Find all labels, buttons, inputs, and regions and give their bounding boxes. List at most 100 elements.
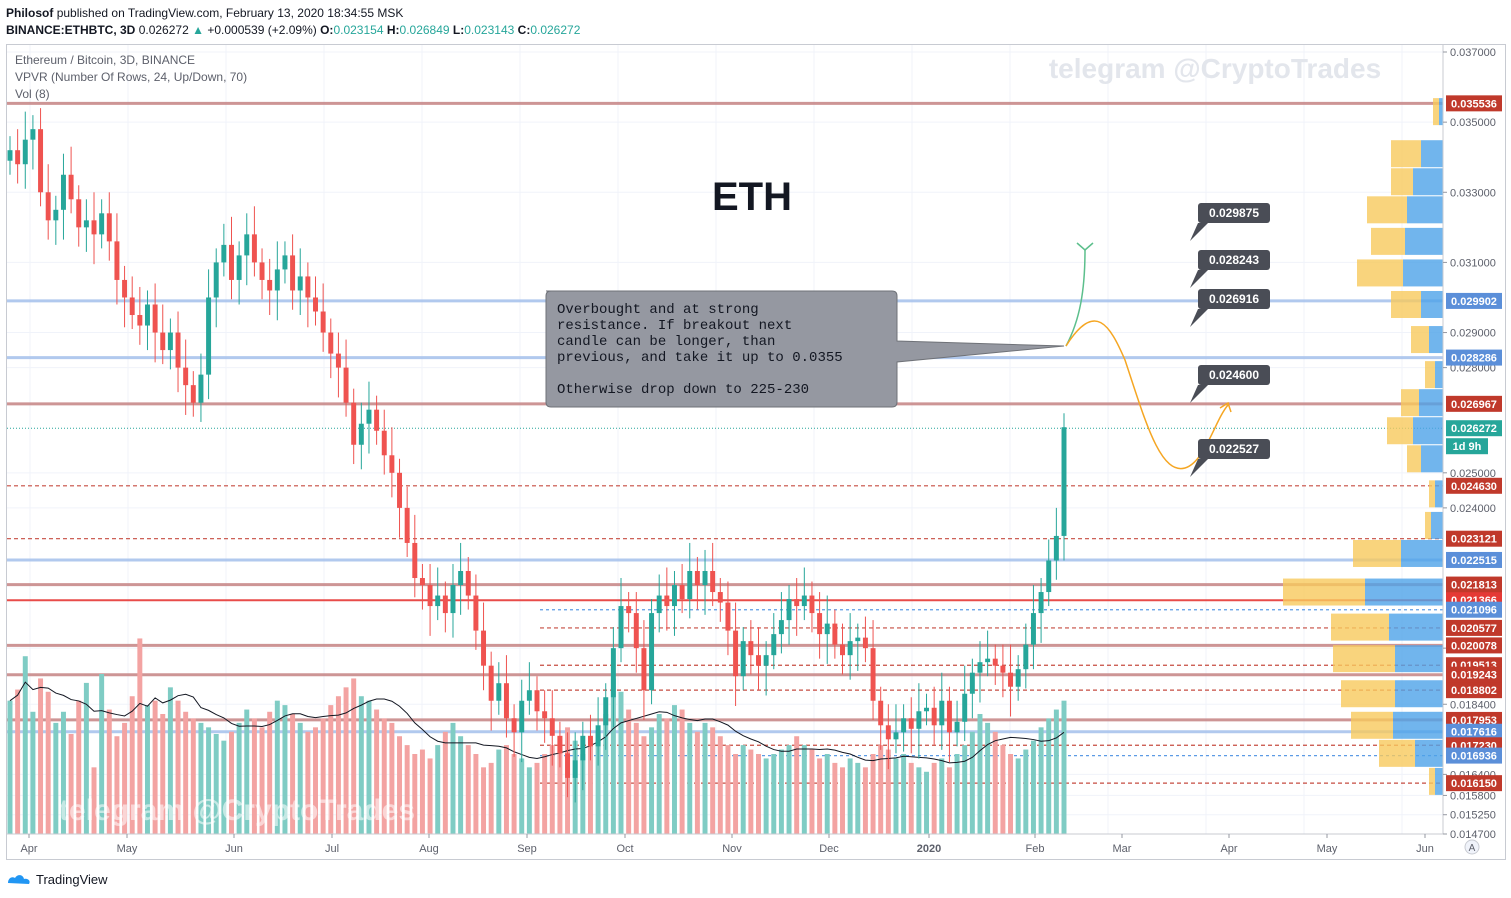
volume-bar: [1053, 709, 1059, 834]
candle-body: [565, 753, 571, 778]
candle-body: [229, 244, 234, 280]
legend-vol[interactable]: Vol (8): [15, 87, 50, 101]
symbol-line: BINANCE:ETHBTC, 3D: [6, 23, 136, 37]
bull-arrow-icon: [1076, 242, 1094, 251]
symbol-info: BINANCE:ETHBTC, 3D 0.026272 ▲ +0.000539 …: [6, 23, 580, 37]
price-label-box: [1446, 682, 1502, 699]
candle-body: [442, 595, 448, 614]
volume-bar: [832, 762, 838, 834]
volume-bar: [412, 754, 418, 834]
price-label: 0.019243: [1451, 670, 1497, 682]
volume-bar: [1046, 718, 1052, 834]
volume-bar: [687, 722, 693, 834]
candle-body: [878, 700, 884, 726]
volume-bar: [129, 696, 135, 834]
vp-bar-up: [1367, 196, 1407, 224]
volume-bar: [358, 696, 364, 834]
volume-bar: [1061, 700, 1067, 834]
footer-brand[interactable]: TradingView: [36, 872, 108, 887]
candle-body: [404, 507, 410, 543]
note-line: previous, and take it up to 0.0355: [557, 350, 843, 366]
volume-bar: [427, 758, 433, 834]
candle-body: [603, 697, 609, 726]
candle-body: [91, 220, 97, 235]
volume-bar: [167, 687, 173, 834]
vp-bar-up: [1429, 767, 1435, 795]
volume-bar: [740, 745, 746, 834]
chart-frame[interactable]: [6, 44, 1506, 860]
vp-bar-up: [1331, 613, 1389, 641]
candle-body: [435, 595, 441, 607]
candle-body: [1038, 592, 1044, 614]
candle-body: [840, 644, 845, 656]
volume-bar: [924, 771, 930, 834]
volume-bar: [847, 758, 853, 834]
volume-bar: [633, 722, 639, 834]
price-label-box: [1446, 395, 1502, 412]
candle-body: [488, 665, 494, 701]
volume-bar: [282, 705, 288, 834]
volume-bar: [786, 745, 792, 834]
vp-bar-up: [1391, 140, 1421, 168]
vp-bar-down: [1435, 480, 1443, 508]
volume-bar: [962, 745, 968, 834]
price-label-box: [1446, 576, 1502, 593]
volume-bar: [190, 718, 196, 834]
candle-body: [542, 711, 548, 719]
vp-bar-down: [1365, 578, 1443, 606]
volume-bar: [824, 754, 830, 834]
volume-bar: [198, 722, 204, 834]
volume-bar: [45, 691, 51, 834]
price-label-box: [1446, 292, 1502, 309]
candle-body: [267, 279, 273, 291]
candle-body: [206, 297, 212, 375]
y-tick-label: 0.015250: [1450, 810, 1496, 822]
legend-vpvr[interactable]: VPVR (Number Of Rows, 24, Up/Down, 70): [15, 70, 248, 84]
callout-pointer: [1190, 270, 1208, 288]
vp-bar-up: [1387, 417, 1413, 445]
price-label: 1d 9h: [1453, 441, 1482, 453]
volume-bars: telegram @CryptoTrades: [7, 638, 1067, 834]
volume-bar: [251, 718, 257, 834]
price-label: 0.028286: [1451, 353, 1497, 365]
candle-body: [855, 637, 861, 642]
x-tick-label: Apr: [20, 843, 37, 855]
volume-bar: [297, 722, 303, 834]
candle-body: [809, 595, 815, 614]
volume-bar: [763, 758, 769, 834]
low-label: L:: [452, 23, 465, 37]
volume-bar: [450, 722, 456, 834]
volume-bar: [840, 767, 845, 834]
candle-body: [419, 578, 425, 586]
price-label: 0.024630: [1451, 481, 1497, 493]
callout-pointer: [1190, 309, 1208, 327]
volume-bar: [908, 762, 914, 834]
candle-body: [595, 725, 601, 747]
volume-bar: [442, 731, 448, 834]
candles: [7, 108, 1067, 803]
volume-bar: [343, 687, 349, 834]
candle-body: [160, 332, 166, 351]
tradingview-logo-icon: [8, 874, 30, 884]
volume-bar: [664, 718, 670, 834]
volume-bar: [22, 656, 28, 834]
volume-bar: [992, 731, 998, 834]
candle-body: [427, 585, 433, 607]
author-name[interactable]: Philosof: [6, 6, 54, 20]
candle-body: [198, 374, 204, 403]
legend-title[interactable]: Ethereum / Bitcoin, 3D, BINANCE: [15, 53, 196, 67]
volume-bar: [748, 749, 754, 834]
vp-bar-up: [1391, 168, 1413, 196]
volume-bar: [626, 709, 632, 834]
candle-body: [38, 129, 44, 193]
vp-bar-down: [1421, 290, 1443, 318]
volume-bar: [122, 722, 128, 834]
candle-body: [236, 255, 242, 280]
candle-body: [794, 599, 800, 607]
volume-bar: [106, 709, 112, 834]
x-tick-label: Jul: [325, 843, 339, 855]
candle-body: [1046, 560, 1052, 593]
volume-bar: [244, 709, 250, 834]
candle-body: [733, 630, 739, 677]
